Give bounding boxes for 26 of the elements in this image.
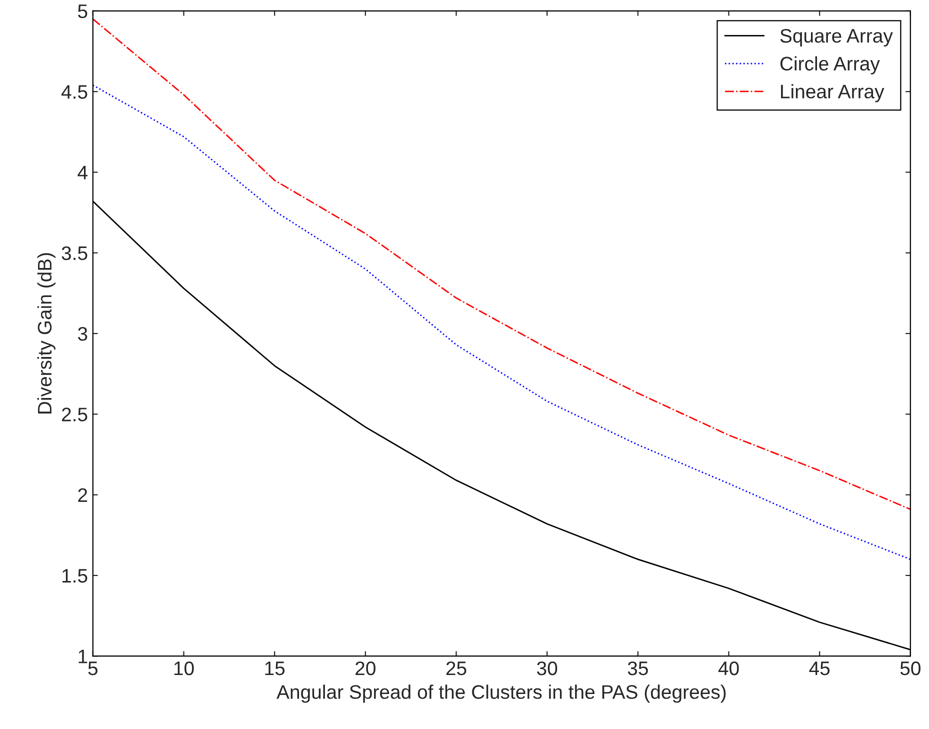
y-tick-label: 3.5	[62, 246, 88, 260]
x-tick-label: 35	[628, 661, 648, 676]
y-tick-label: 2	[78, 488, 88, 502]
x-tick-label: 30	[537, 661, 558, 676]
y-tick-label: 2.5	[62, 408, 88, 422]
y-tick-label: 4.5	[61, 85, 88, 99]
line-series	[92, 84, 910, 560]
x-tick-label: 5	[88, 662, 98, 676]
x-tick-label: 20	[356, 661, 376, 676]
y-axis-title: Diversity Gain (dB)	[37, 253, 56, 414]
y-tick-label: 5	[78, 4, 88, 18]
x-tick-label: 45	[809, 662, 830, 676]
y-tick-label: 4	[78, 166, 88, 180]
x-tick-label: 15	[265, 662, 285, 676]
line-series	[92, 18, 910, 510]
y-tick-label: 1.5	[62, 569, 88, 583]
y-tick-label: 3	[78, 326, 88, 341]
y-tick-label: 1	[78, 650, 88, 664]
x-tick-label: 25	[446, 661, 466, 676]
x-tick-label: 50	[900, 661, 920, 676]
x-tick-label: 10	[174, 661, 194, 676]
x-tick-label: 40	[718, 661, 739, 676]
x-axis-title: Angular Spread of the Clusters in the PAS (degrees)	[276, 684, 726, 703]
legend-label: Square Array	[780, 28, 893, 47]
legend-label: Linear Array	[781, 84, 884, 102]
legend-label: Circle Array	[780, 56, 880, 74]
